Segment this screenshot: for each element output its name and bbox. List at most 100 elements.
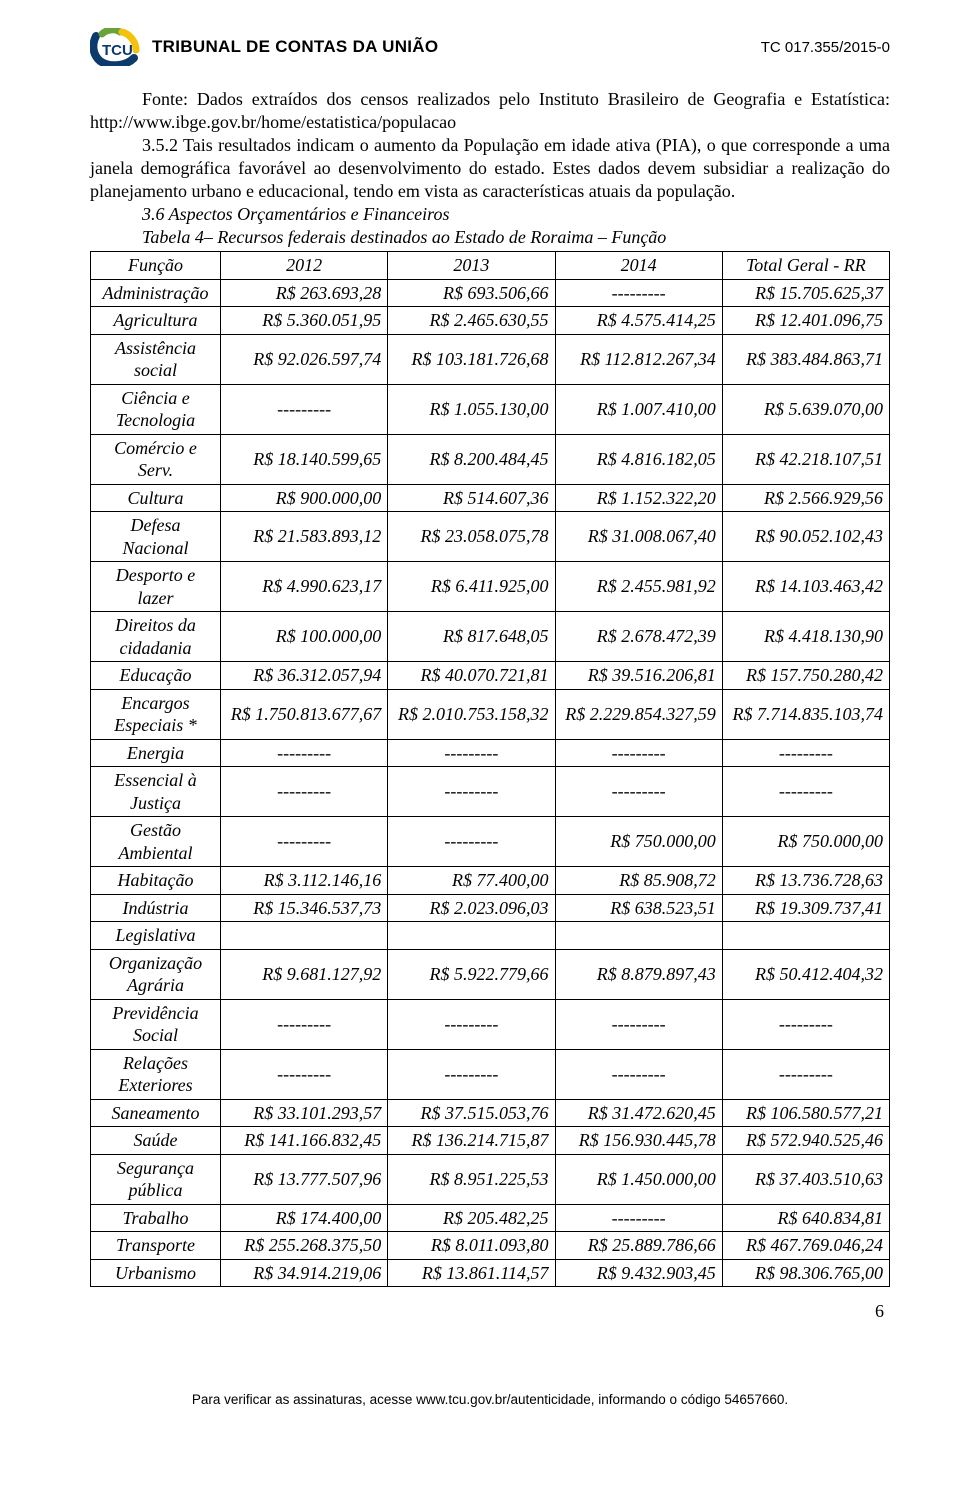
table-row: TransporteR$ 255.268.375,50R$ 8.011.093,…: [91, 1232, 890, 1260]
cell-funcao: Comércio e Serv.: [91, 434, 221, 484]
cell-value: R$ 750.000,00: [555, 817, 722, 867]
case-code: TC 017.355/2015-0: [761, 39, 890, 56]
cell-funcao: Administração: [91, 279, 221, 307]
cell-value: R$ 900.000,00: [221, 484, 388, 512]
table-row: Assistência socialR$ 92.026.597,74R$ 103…: [91, 334, 890, 384]
cell-value: R$ 174.400,00: [221, 1204, 388, 1232]
table-caption: Tabela 4– Recursos federais destinados a…: [90, 226, 890, 249]
cell-value: ---------: [555, 739, 722, 767]
cell-value: ---------: [388, 817, 555, 867]
cell-value: R$ 1.750.813.677,67: [221, 689, 388, 739]
col-2014: 2014: [555, 252, 722, 280]
cell-funcao: Indústria: [91, 894, 221, 922]
cell-value: R$ 15.705.625,37: [722, 279, 889, 307]
cell-value: R$ 1.450.000,00: [555, 1154, 722, 1204]
document-page: TCU TRIBUNAL DE CONTAS DA UNIÃO TC 017.3…: [0, 0, 960, 1447]
cell-value: R$ 255.268.375,50: [221, 1232, 388, 1260]
tcu-logo-icon: TCU: [90, 28, 142, 66]
table-row: Gestão Ambiental------------------R$ 750…: [91, 817, 890, 867]
cell-value: ---------: [388, 999, 555, 1049]
cell-value: R$ 263.693,28: [221, 279, 388, 307]
cell-value: ---------: [722, 739, 889, 767]
cell-value: R$ 2.023.096,03: [388, 894, 555, 922]
cell-value: R$ 42.218.107,51: [722, 434, 889, 484]
col-total: Total Geral - RR: [722, 252, 889, 280]
cell-value: R$ 13.736.728,63: [722, 867, 889, 895]
page-header: TCU TRIBUNAL DE CONTAS DA UNIÃO TC 017.3…: [90, 28, 890, 66]
cell-funcao: Energia: [91, 739, 221, 767]
cell-funcao: Essencial à Justiça: [91, 767, 221, 817]
cell-value: R$ 5.639.070,00: [722, 384, 889, 434]
cell-funcao: Ciência e Tecnologia: [91, 384, 221, 434]
cell-value: R$ 205.482,25: [388, 1204, 555, 1232]
cell-funcao: Saúde: [91, 1127, 221, 1155]
col-2013: 2013: [388, 252, 555, 280]
cell-funcao: Cultura: [91, 484, 221, 512]
cell-value: ---------: [221, 999, 388, 1049]
table-row: Defesa NacionalR$ 21.583.893,12R$ 23.058…: [91, 512, 890, 562]
col-funcao: Função: [91, 252, 221, 280]
cell-value: R$ 2.229.854.327,59: [555, 689, 722, 739]
cell-value: R$ 9.432.903,45: [555, 1259, 722, 1287]
cell-funcao: Previdência Social: [91, 999, 221, 1049]
cell-value: R$ 40.070.721,81: [388, 662, 555, 690]
cell-funcao: Gestão Ambiental: [91, 817, 221, 867]
table-row: Essencial à Justiça---------------------…: [91, 767, 890, 817]
cell-funcao: Organização Agrária: [91, 949, 221, 999]
table-row: HabitaçãoR$ 3.112.146,16R$ 77.400,00R$ 8…: [91, 867, 890, 895]
svg-text:TCU: TCU: [102, 42, 133, 59]
cell-value: R$ 100.000,00: [221, 612, 388, 662]
cell-funcao: Urbanismo: [91, 1259, 221, 1287]
cell-value: ---------: [722, 767, 889, 817]
cell-value: R$ 85.908,72: [555, 867, 722, 895]
table-row: SaneamentoR$ 33.101.293,57R$ 37.515.053,…: [91, 1099, 890, 1127]
table-row: Encargos Especiais *R$ 1.750.813.677,67R…: [91, 689, 890, 739]
table-row: TrabalhoR$ 174.400,00R$ 205.482,25------…: [91, 1204, 890, 1232]
cell-value: ---------: [555, 999, 722, 1049]
cell-value: R$ 750.000,00: [722, 817, 889, 867]
cell-funcao: Saneamento: [91, 1099, 221, 1127]
cell-value: R$ 13.861.114,57: [388, 1259, 555, 1287]
cell-value: R$ 37.515.053,76: [388, 1099, 555, 1127]
cell-value: R$ 1.152.322,20: [555, 484, 722, 512]
cell-value: ---------: [388, 739, 555, 767]
cell-value: R$ 3.112.146,16: [221, 867, 388, 895]
cell-value: R$ 18.140.599,65: [221, 434, 388, 484]
cell-value: R$ 4.816.182,05: [555, 434, 722, 484]
table-row: Comércio e Serv.R$ 18.140.599,65R$ 8.200…: [91, 434, 890, 484]
cell-value: R$ 640.834,81: [722, 1204, 889, 1232]
cell-funcao: Habitação: [91, 867, 221, 895]
table-row: SaúdeR$ 141.166.832,45R$ 136.214.715,87R…: [91, 1127, 890, 1155]
cell-value: ---------: [221, 767, 388, 817]
cell-value: R$ 2.678.472,39: [555, 612, 722, 662]
table-row: CulturaR$ 900.000,00R$ 514.607,36R$ 1.15…: [91, 484, 890, 512]
cell-value: R$ 2.566.929,56: [722, 484, 889, 512]
cell-value: R$ 141.166.832,45: [221, 1127, 388, 1155]
cell-value: [388, 922, 555, 950]
cell-value: R$ 157.750.280,42: [722, 662, 889, 690]
cell-value: R$ 638.523,51: [555, 894, 722, 922]
cell-value: R$ 136.214.715,87: [388, 1127, 555, 1155]
cell-funcao: Legislativa: [91, 922, 221, 950]
cell-value: R$ 6.411.925,00: [388, 562, 555, 612]
cell-value: R$ 98.306.765,00: [722, 1259, 889, 1287]
page-number: 6: [90, 1301, 890, 1322]
cell-value: R$ 467.769.046,24: [722, 1232, 889, 1260]
cell-value: R$ 31.008.067,40: [555, 512, 722, 562]
cell-value: [555, 922, 722, 950]
cell-value: R$ 14.103.463,42: [722, 562, 889, 612]
cell-value: R$ 112.812.267,34: [555, 334, 722, 384]
cell-value: R$ 383.484.863,71: [722, 334, 889, 384]
cell-funcao: Desporto e lazer: [91, 562, 221, 612]
cell-value: R$ 2.465.630,55: [388, 307, 555, 335]
table-row: Relações Exteriores---------------------…: [91, 1049, 890, 1099]
cell-value: R$ 106.580.577,21: [722, 1099, 889, 1127]
cell-funcao: Relações Exteriores: [91, 1049, 221, 1099]
cell-funcao: Educação: [91, 662, 221, 690]
cell-value: R$ 7.714.835.103,74: [722, 689, 889, 739]
cell-value: ---------: [555, 767, 722, 817]
cell-value: R$ 13.777.507,96: [221, 1154, 388, 1204]
table-row: UrbanismoR$ 34.914.219,06R$ 13.861.114,5…: [91, 1259, 890, 1287]
cell-value: ---------: [555, 1204, 722, 1232]
cell-value: R$ 12.401.096,75: [722, 307, 889, 335]
